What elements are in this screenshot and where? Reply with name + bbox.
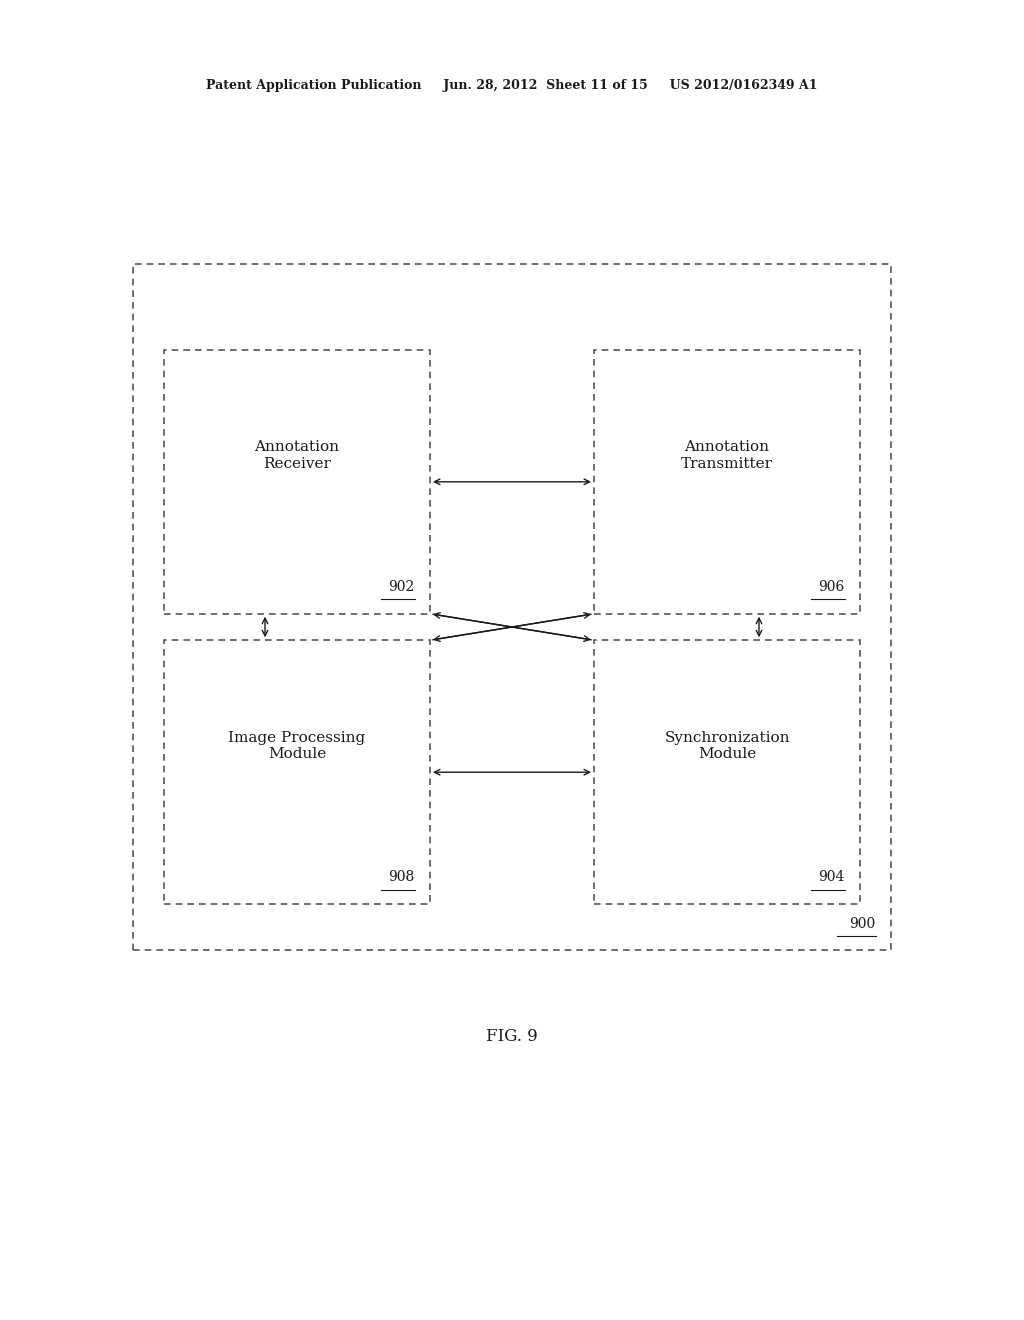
Bar bbox=[164, 640, 430, 904]
Text: 908: 908 bbox=[388, 870, 415, 884]
Text: Patent Application Publication     Jun. 28, 2012  Sheet 11 of 15     US 2012/016: Patent Application Publication Jun. 28, … bbox=[206, 79, 818, 92]
Text: 904: 904 bbox=[818, 870, 845, 884]
Text: 900: 900 bbox=[849, 916, 876, 931]
Text: Synchronization
Module: Synchronization Module bbox=[665, 731, 790, 760]
Text: FIG. 9: FIG. 9 bbox=[486, 1028, 538, 1044]
Bar bbox=[594, 640, 860, 904]
Text: Annotation
Transmitter: Annotation Transmitter bbox=[681, 441, 773, 470]
Text: 906: 906 bbox=[818, 579, 845, 594]
Bar bbox=[164, 350, 430, 614]
Bar bbox=[133, 264, 891, 950]
Text: 902: 902 bbox=[388, 579, 415, 594]
Bar bbox=[594, 350, 860, 614]
Text: Annotation
Receiver: Annotation Receiver bbox=[254, 441, 340, 470]
Text: Image Processing
Module: Image Processing Module bbox=[228, 731, 366, 760]
